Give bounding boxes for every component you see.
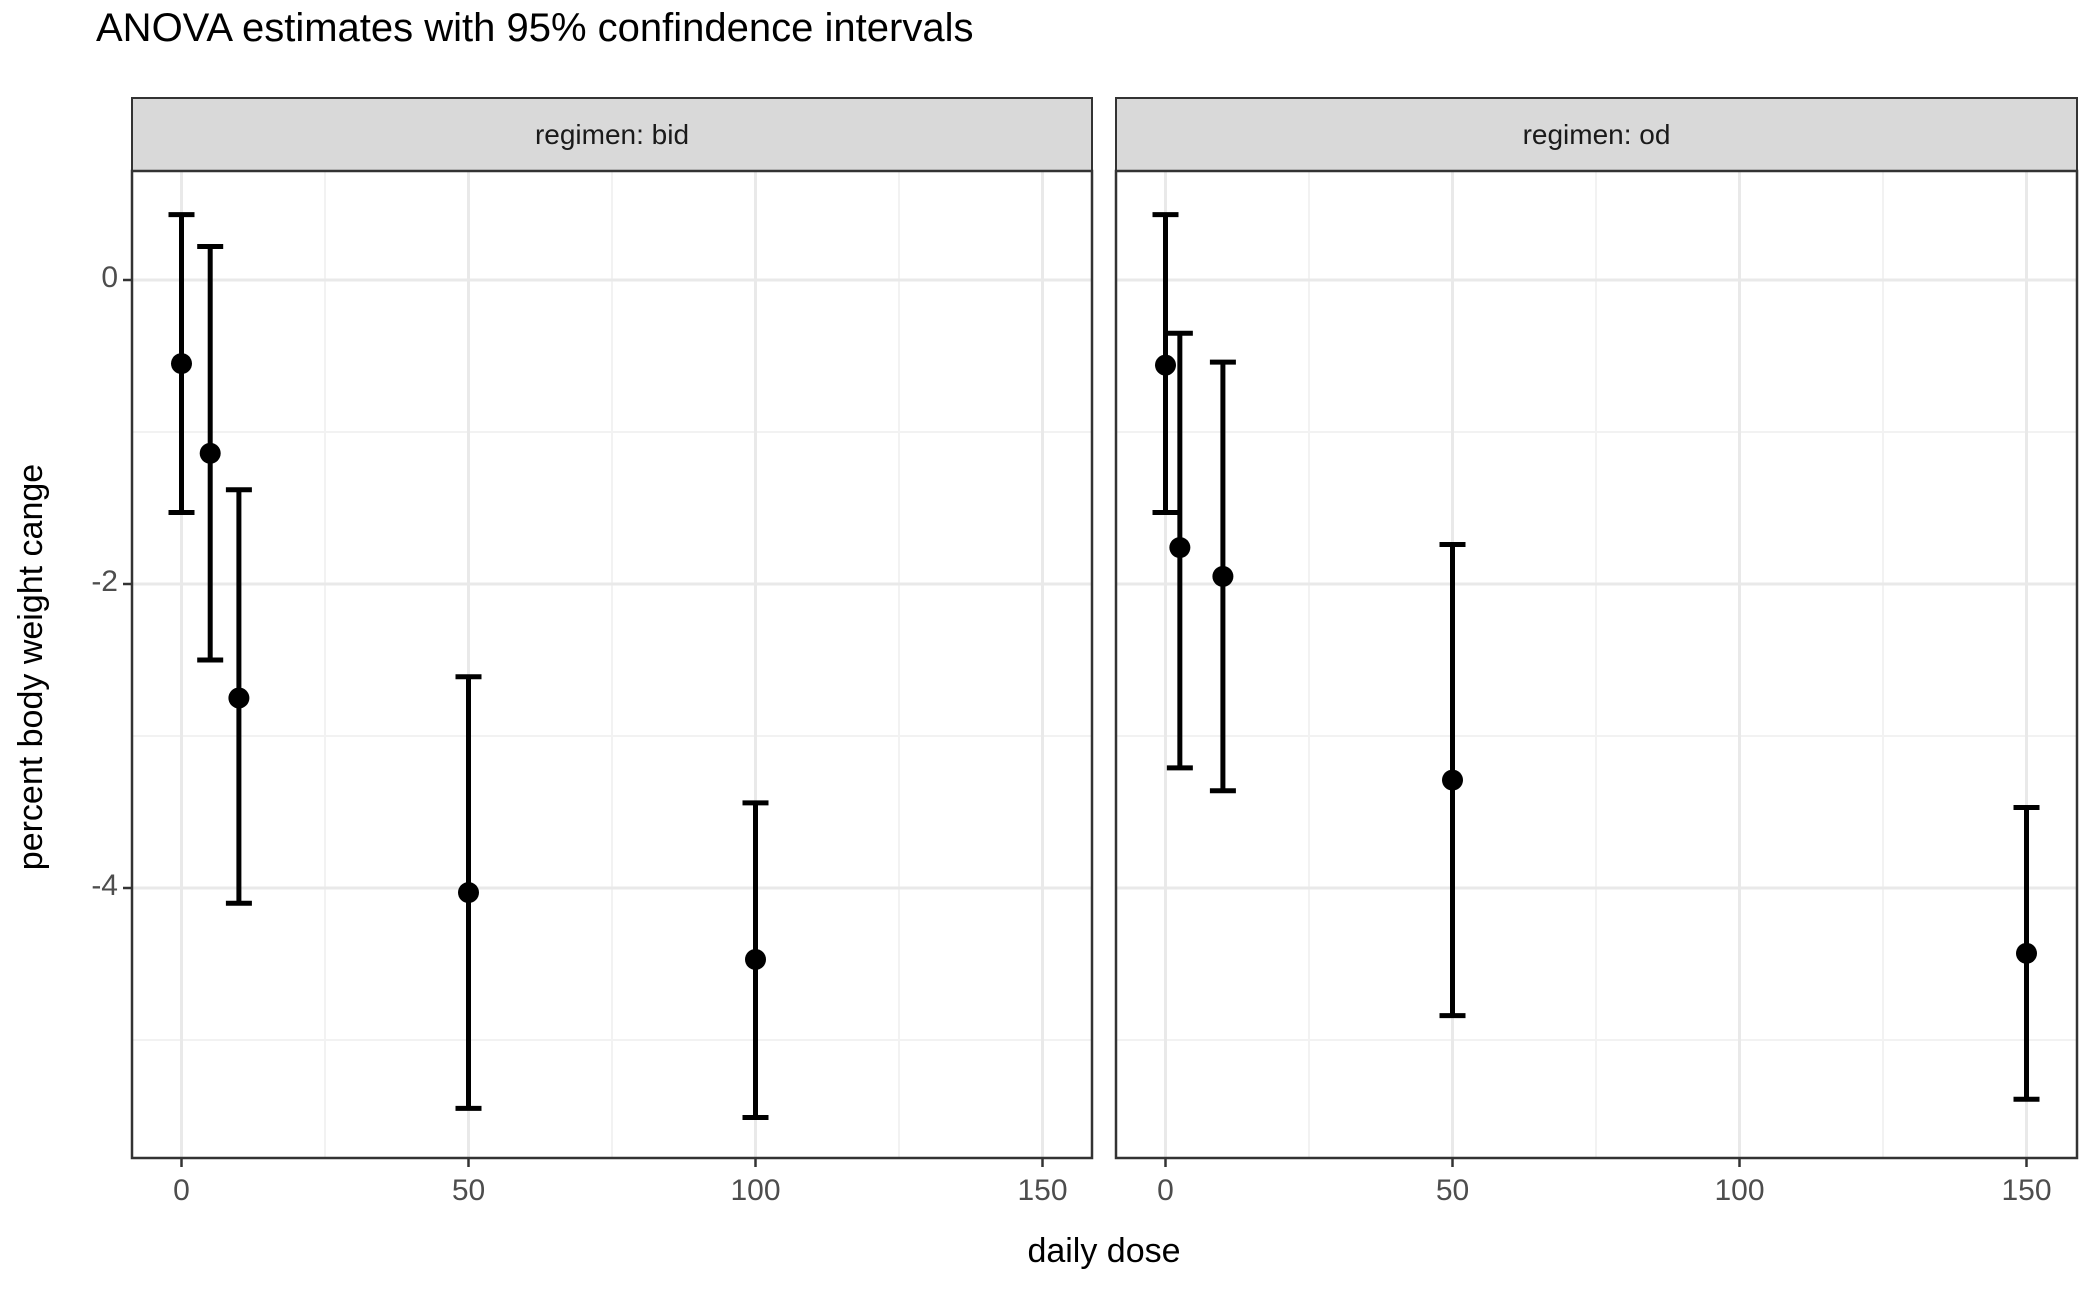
y-tick-label: -2 [91,565,118,598]
y-tick-label: -4 [91,869,118,902]
estimate-point [228,687,250,709]
x-tick-label: 50 [1435,1174,1470,1207]
estimate-point [2016,942,2037,964]
plot-title: ANOVA estimates with 95% confindence int… [96,6,974,50]
estimate-point [1155,354,1176,376]
x-tick-label: 50 [451,1174,486,1207]
x-tick-label: 0 [173,1174,190,1207]
facet-strip-od-label: regimen: od [1522,119,1671,150]
estimate-point [458,882,479,904]
facet-strip-bid: regimen: bid [131,97,1093,172]
estimate-point [1169,537,1191,559]
x-tick-label: 150 [1017,1174,1068,1207]
estimate-point [199,442,221,464]
facet-strip-od: regimen: od [1115,97,2078,172]
facet-strip-bid-label: regimen: bid [534,119,690,150]
x-tick-label: 150 [2001,1174,2052,1207]
x-tick-label: 0 [1157,1174,1174,1207]
estimate-point [745,948,766,970]
estimate-point [1442,769,1463,791]
y-axis-title: percent body weight cange [12,463,50,871]
y-tick-label: 0 [101,261,118,294]
x-tick-label: 100 [1714,1174,1765,1207]
x-axis-title: daily dose [1027,1232,1181,1270]
estimate-point [171,353,192,375]
panel-border [130,169,1094,1160]
estimate-point [1212,565,1234,587]
x-tick-label: 100 [730,1174,781,1207]
panel-border [1114,169,2079,1160]
